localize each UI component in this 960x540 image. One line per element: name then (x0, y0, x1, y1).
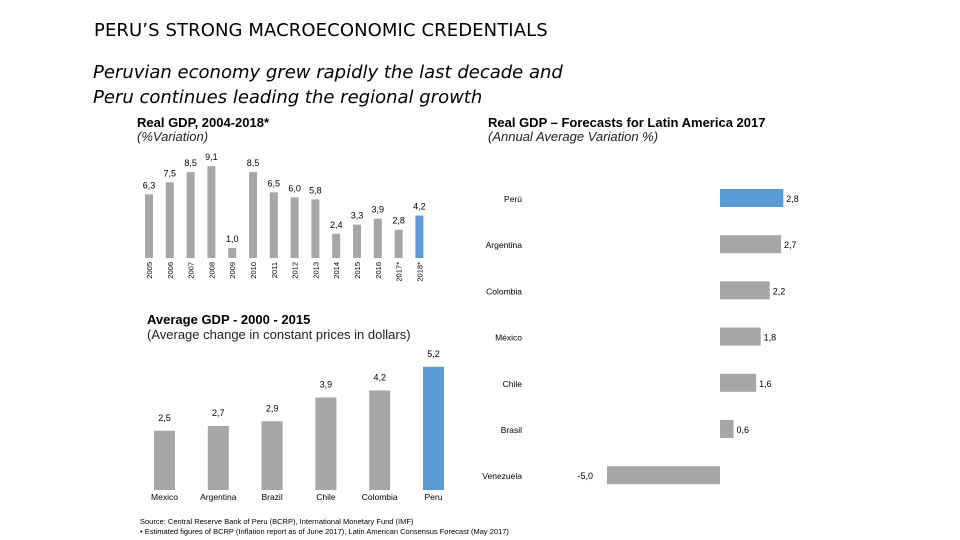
chart1-bar-2008 (207, 166, 216, 258)
chart3-category-label: Peru (425, 492, 443, 502)
chart3-category-label: Chile (316, 492, 336, 502)
chart2-data-label: 2,8 (786, 194, 799, 204)
chart2-category-label: México (495, 333, 522, 343)
chart1-bar-2017* (394, 229, 403, 258)
chart1-bar-2005 (145, 194, 153, 258)
chart1-tick-label: 2005 (145, 262, 154, 279)
chart2-category-label: Perú (504, 194, 522, 204)
chart1-bar-2014 (332, 233, 341, 258)
source-note: Source: Central Reserve Bank of Peru (BC… (140, 517, 509, 537)
chart1-bar-2015 (353, 224, 361, 258)
chart2-bar-Argentina (720, 235, 782, 254)
chart3-data-label: 5,2 (427, 349, 440, 359)
chart1-tick-label: 2011 (270, 262, 279, 278)
chart1-tick-label: 2014 (332, 262, 341, 279)
chart1-tick-label: 2017* (395, 262, 404, 282)
chart1-tick-label: 2012 (291, 262, 300, 279)
source-line-1: Source: Central Reserve Bank of Peru (BC… (140, 517, 414, 526)
chart2-bar-México (720, 327, 761, 346)
chart1-tick-label: 2013 (311, 262, 320, 279)
chart1-bar-2016 (373, 218, 382, 258)
chart3-bar-Brazil (261, 421, 283, 490)
chart1-data-label: 6,3 (143, 180, 156, 190)
chart2-data-label: 2,7 (784, 240, 797, 250)
chart2-category-label: Chile (503, 379, 523, 389)
subtitle-line-1: Peruvian economy grew rapidly the last d… (93, 62, 563, 83)
chart1-data-label: 5,8 (309, 185, 322, 195)
chart3-data-label: 2,5 (158, 413, 171, 423)
chart1-data-label: 4,2 (413, 202, 426, 212)
chart1-tick-label: 2006 (166, 262, 175, 279)
chart1-data-label: 2,8 (392, 216, 405, 226)
chart2-bar-Chile (720, 373, 757, 392)
chart1-bar-2006 (165, 182, 174, 258)
page-title: PERU’S STRONG MACROECONOMIC CREDENTIALS (94, 20, 548, 41)
chart2-category-label: Venezuela (482, 471, 522, 481)
chart3-bar-Colombia (369, 390, 391, 490)
chart2-bar-Brasil (720, 420, 734, 438)
chart2-category-label: Colombia (486, 286, 522, 296)
chart1-bar-2007 (186, 172, 195, 258)
chart1-bar-2012 (290, 197, 299, 258)
chart3-title: Average GDP - 2000 - 2015 (147, 312, 311, 327)
chart1-tick-label: 2015 (353, 262, 362, 279)
chart1-tick-label: 2007 (187, 262, 196, 279)
chart1-bar-2013 (311, 199, 320, 258)
chart3-category-label: Mexico (151, 492, 178, 502)
chart1-data-label: 3,3 (351, 211, 364, 221)
chart1-data-label: 8,5 (247, 158, 260, 168)
chart1-note: (%Variation) (137, 129, 209, 144)
chart1-tick-label: 2008 (207, 262, 216, 279)
chart2-data-label: 2,2 (773, 286, 786, 296)
chart1-data-label: 9,1 (205, 152, 218, 162)
chart1-bar-2010 (249, 172, 257, 258)
chart3-bar-Argentina (207, 426, 229, 490)
chart1-bar-2018* (415, 215, 424, 258)
chart3-category-label: Brazil (261, 492, 282, 502)
chart1-bar-2011 (269, 192, 278, 258)
chart2-bar-Perú (720, 189, 784, 207)
chart1-data-label: 6,0 (288, 183, 301, 193)
chart3-data-label: 4,2 (373, 372, 386, 382)
chart2-title: Real GDP – Forecasts for Latin America 2… (488, 115, 766, 130)
chart1-bar-2009 (228, 247, 237, 258)
chart1-data-label: 2,4 (330, 220, 343, 230)
chart2-bar-Venezuela (607, 466, 720, 485)
chart1-title: Real GDP, 2004-2018* (137, 115, 270, 130)
chart2-category-label: Brasil (501, 425, 522, 435)
chart1-tick-label: 2010 (249, 262, 258, 279)
chart2-note: (Annual Average Variation %) (488, 129, 659, 144)
chart2-data-label: 1,6 (759, 379, 772, 389)
page-subtitle: Peruvian economy grew rapidly the last d… (93, 60, 563, 110)
chart3-data-label: 3,9 (320, 380, 333, 390)
chart1-tick-label: 2018* (415, 262, 424, 282)
chart1-data-label: 6,5 (268, 178, 281, 188)
chart3-data-label: 2,9 (266, 403, 279, 413)
chart3-category-label: Colombia (362, 492, 398, 502)
chart1-data-label: 8,5 (184, 158, 197, 168)
chart3-bar-Peru (423, 366, 444, 490)
chart3-bar-Mexico (154, 430, 175, 490)
subtitle-line-2: Peru continues leading the regional grow… (93, 87, 483, 108)
chart2-data-label: 0,6 (737, 425, 750, 435)
chart1-tick-label: 2009 (228, 262, 237, 279)
source-line-2: • Estimated figures of BCRP (Inflation r… (140, 527, 509, 536)
chart2-category-label: Argentina (486, 240, 523, 250)
chart2-bar-Colombia (720, 281, 770, 300)
chart1-data-label: 7,5 (164, 168, 177, 178)
chart1-data-label: 1,0 (226, 234, 239, 244)
chart1-tick-label: 2016 (374, 262, 383, 279)
chart2-data-label: -5,0 (577, 471, 593, 481)
chart3-data-label: 2,7 (212, 408, 225, 418)
chart1-data-label: 3,9 (372, 205, 385, 215)
chart3-category-label: Argentina (200, 492, 237, 502)
chart2-data-label: 1,8 (764, 333, 777, 343)
chart3-bar-Chile (315, 397, 337, 490)
chart3-note: (Average change in constant prices in do… (147, 327, 411, 342)
